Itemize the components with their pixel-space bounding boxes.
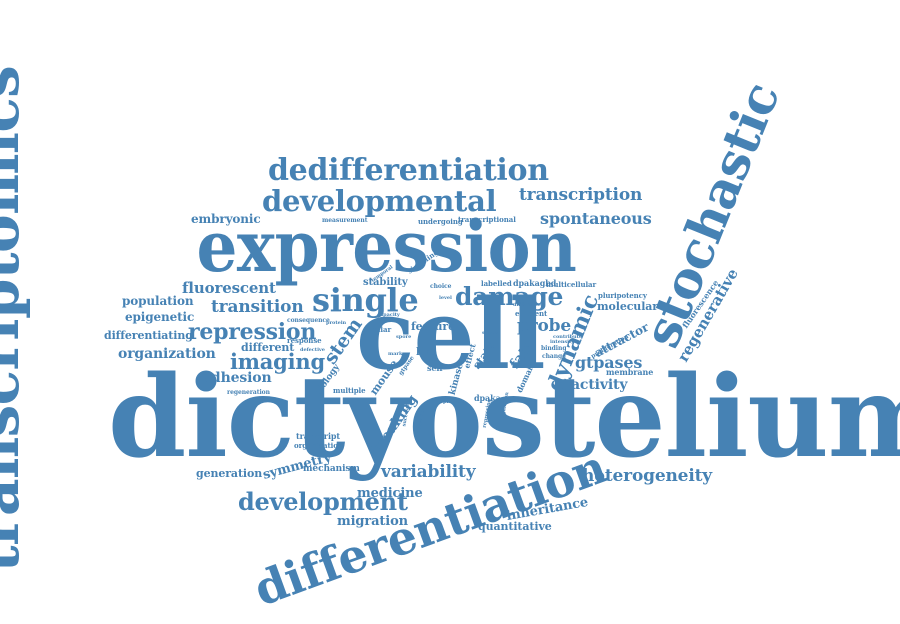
- word-cell: cell: [356, 278, 546, 391]
- word-response: response: [287, 336, 322, 345]
- word-defective: defective: [300, 347, 325, 353]
- word-gtpases: gtpases: [575, 353, 643, 372]
- word-dictyostelium: dictyostelium: [108, 352, 900, 483]
- word-live: live: [416, 347, 436, 358]
- word-similar: similar: [364, 325, 392, 334]
- word-generation: generation: [196, 467, 263, 480]
- word-labelled: labelled: [481, 279, 512, 288]
- word-repression: repression: [188, 319, 317, 345]
- word-stability: stability: [363, 277, 408, 288]
- word-transcript: transcript: [296, 431, 341, 441]
- word-quantitative: quantitative: [478, 520, 552, 533]
- word-population: population: [122, 294, 194, 308]
- word-consequence: consequence: [287, 317, 330, 324]
- word-organisation: organisation: [294, 441, 343, 450]
- word-spontaneous: spontaneous: [540, 209, 652, 228]
- word-regeneration: regeneration: [227, 389, 270, 396]
- word-feature: feature: [411, 320, 455, 333]
- word-prepare: prepare: [443, 399, 465, 405]
- word-migration: migration: [337, 514, 408, 529]
- word-single-small: single: [482, 330, 499, 336]
- word-binding: binding: [541, 345, 567, 352]
- word-measurement: measurement: [322, 217, 368, 224]
- word-dpaka: dpaka: [474, 393, 501, 403]
- word-multicellular: multicellular: [546, 280, 597, 289]
- word-efficient: efficient: [515, 309, 548, 318]
- word-mechanism: mechanism: [303, 464, 360, 474]
- word-molecular: molecular: [597, 300, 658, 313]
- word-different: different: [241, 341, 295, 354]
- word-undergoing: undergoing: [418, 217, 463, 226]
- word-fluorescent: fluorescent: [182, 279, 276, 297]
- word-transcription: transcription: [519, 185, 643, 205]
- word-single: single: [312, 281, 419, 319]
- word-imaging: imaging: [230, 349, 325, 374]
- word-expression: expression: [196, 205, 577, 288]
- word-transcriptomics: transcriptomics: [0, 65, 33, 573]
- word-differentiating: differentiating: [104, 329, 193, 342]
- word-multiple: multiple: [333, 386, 366, 395]
- word-transcriptional: transcriptional: [458, 215, 516, 224]
- word-difference: difference: [513, 302, 542, 308]
- word-level: level: [439, 295, 452, 301]
- word-pluripotency: pluripotency: [598, 291, 647, 300]
- word-epigenetic: epigenetic: [125, 310, 195, 324]
- word-dedifferentiation: dedifferentiation: [268, 153, 549, 188]
- word-developmental: developmental: [262, 184, 497, 218]
- word-change: change: [542, 353, 566, 360]
- word-spore: spore: [396, 334, 412, 340]
- word-intensity: intensity: [550, 339, 575, 345]
- word-medicine: medicine: [357, 486, 423, 501]
- word-marker: marker: [388, 351, 409, 357]
- word-self: self: [427, 363, 443, 373]
- word-contribute: contribute: [553, 334, 582, 340]
- word-variability: variability: [381, 462, 476, 482]
- word-capacity: capacity: [377, 312, 400, 318]
- word-probe: probe: [517, 316, 572, 336]
- word-dpakagbd: dpakagbd: [513, 278, 557, 288]
- word-adhesion: adhesion: [202, 370, 272, 386]
- word-protein: protein: [326, 320, 347, 326]
- word-membrane: membrane: [606, 367, 654, 377]
- word-damage: damage: [455, 282, 564, 311]
- word-embryonic: embryonic: [191, 212, 261, 226]
- word-choice: choice: [430, 283, 452, 290]
- word-activity: activity: [571, 377, 628, 393]
- word-transition: transition: [211, 297, 304, 317]
- word-heterogeneity: heterogeneity: [582, 466, 712, 486]
- word-organization: organization: [118, 346, 216, 362]
- word-development: development: [238, 487, 408, 516]
